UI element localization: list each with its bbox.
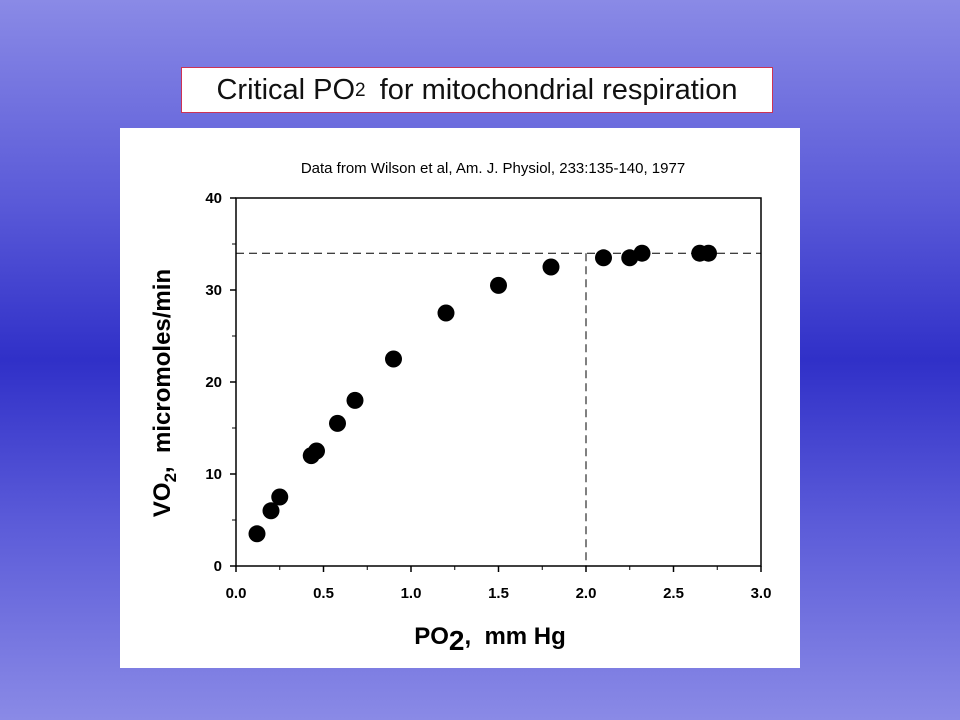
- x-tick-label: 0.5: [313, 585, 334, 602]
- y-axis-ticks: 0 10 20 30 40: [205, 190, 236, 575]
- x-tick-label: 0.0: [226, 585, 247, 602]
- x-axis-label-main: PO: [414, 623, 449, 650]
- data-point: [700, 244, 717, 262]
- slide-title-main: Critical PO: [216, 73, 356, 106]
- x-tick-label: 1.5: [488, 585, 509, 602]
- y-axis-label-sub: 2: [161, 473, 180, 482]
- data-point: [542, 258, 560, 276]
- data-point: [262, 502, 280, 520]
- y-axis-label: VO2, micromoles/min: [149, 269, 180, 517]
- y-tick-label: 10: [205, 466, 222, 483]
- y-tick-label: 40: [205, 190, 222, 207]
- y-tick-label: 0: [214, 558, 222, 575]
- slide-title-rest: for mitochondrial respiration: [371, 73, 738, 106]
- x-axis-label: PO2, mm Hg: [414, 623, 566, 656]
- x-axis-label-rest: , mm Hg: [464, 623, 565, 650]
- slide-title: Critical PO 2 for mitochondrial respirati…: [181, 67, 773, 113]
- data-point: [346, 391, 364, 409]
- y-axis-label-rest: , micromoles/min: [149, 269, 176, 473]
- x-tick-label: 2.5: [663, 585, 684, 602]
- data-point: [595, 249, 612, 267]
- reference-lines: [236, 252, 761, 566]
- data-points: [248, 244, 717, 543]
- chart-panel: Data from Wilson et al, Am. J. Physiol, …: [120, 128, 800, 668]
- x-tick-label: 3.0: [751, 585, 772, 602]
- x-tick-label: 1.0: [401, 585, 422, 602]
- x-axis-label-sub: 2: [449, 625, 465, 656]
- data-point: [329, 414, 346, 432]
- data-point: [308, 442, 325, 460]
- data-point: [490, 276, 507, 294]
- x-axis-ticks: 0.0 0.5 1.0 1.5 2.0 2.5 3.0: [226, 566, 772, 602]
- slide-title-subscript: 2: [355, 80, 366, 101]
- x-tick-label: 2.0: [576, 585, 597, 602]
- scatter-chart: Data from Wilson et al, Am. J. Physiol, …: [149, 160, 772, 656]
- data-point: [385, 350, 402, 368]
- y-tick-label: 30: [205, 282, 222, 299]
- source-note: Data from Wilson et al, Am. J. Physiol, …: [301, 160, 685, 177]
- data-point: [633, 244, 651, 262]
- y-tick-label: 20: [205, 374, 222, 391]
- y-axis-label-main: VO: [149, 482, 176, 517]
- data-point: [437, 304, 455, 322]
- data-point: [248, 525, 266, 543]
- data-point: [271, 488, 289, 506]
